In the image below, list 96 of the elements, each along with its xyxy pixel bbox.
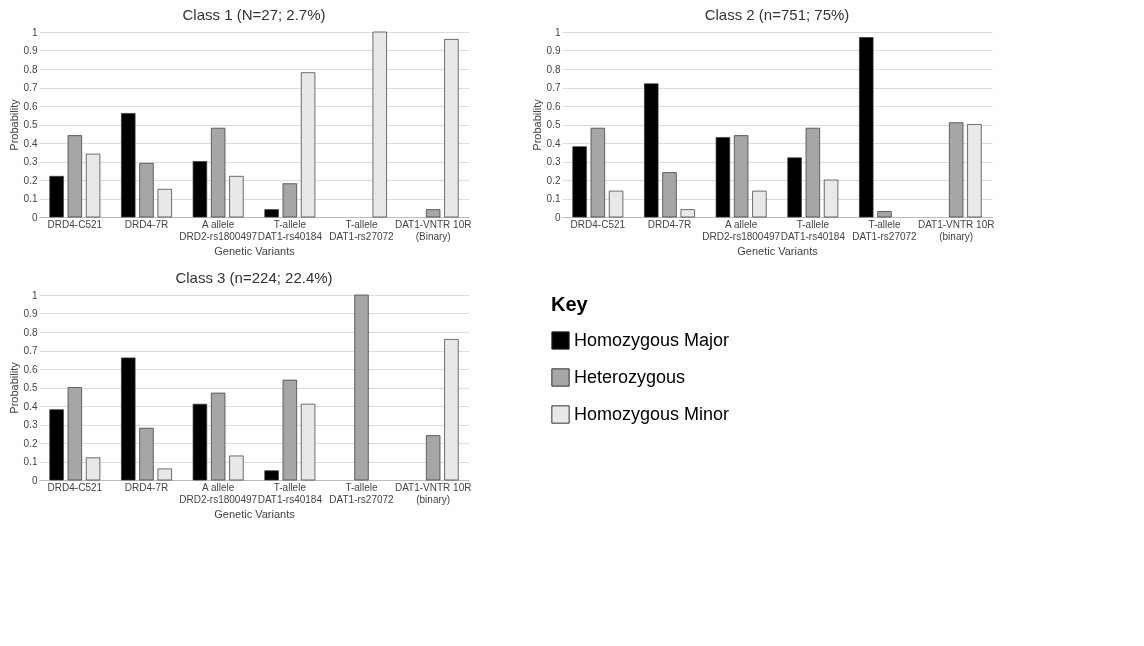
bar — [282, 379, 298, 481]
x-tick-label: T-allele DAT1-rs27072 — [852, 218, 918, 242]
y-tick-label: 0.3 — [23, 156, 38, 167]
bar — [210, 392, 226, 481]
x-tick-label: T-allele DAT1-rs40184 — [780, 218, 846, 242]
x-tick-label: DRD4-C521 — [570, 218, 626, 230]
y-tick-label: 0.1 — [23, 456, 38, 467]
x-tick-label: T-allele DAT1-rs27072 — [329, 481, 395, 505]
y-axis-title: Probability — [7, 98, 20, 151]
y-tick-label: 0.7 — [23, 345, 38, 356]
x-tick-label: DAT1-VNTR 10R (binary) — [917, 218, 995, 242]
y-tick-label: 0.4 — [23, 400, 38, 412]
x-axis-title: Genetic Variants — [214, 507, 296, 520]
bar — [121, 113, 136, 218]
bar — [49, 175, 64, 218]
x-tick-label: DAT1-VNTR 10R (Binary) — [394, 218, 472, 242]
y-tick-label: 0.2 — [23, 174, 38, 186]
bar — [680, 209, 695, 218]
bar — [425, 209, 441, 218]
y-tick-label: 0 — [31, 474, 38, 486]
y-tick-label: 0.6 — [546, 100, 561, 112]
bar — [139, 163, 154, 218]
y-tick-label: 0.2 — [23, 437, 38, 449]
y-tick-label: 0.5 — [546, 119, 561, 130]
y-tick-label: 0.8 — [546, 63, 561, 75]
chart-title: Class 1 (N=27; 2.7%) — [182, 6, 326, 23]
y-axis-title: Probability — [530, 98, 543, 151]
x-tick-label: DRD4-C521 — [47, 218, 103, 230]
bar — [859, 37, 874, 218]
bar — [805, 127, 821, 218]
bar — [264, 470, 279, 481]
x-tick-label: A allele DRD2-rs1800497 — [179, 481, 258, 505]
y-tick-label: 0.4 — [546, 137, 561, 149]
y-tick-label: 0.1 — [546, 193, 561, 204]
bar — [157, 468, 172, 481]
bar — [49, 409, 64, 481]
y-tick-label: 0.9 — [23, 308, 38, 319]
y-tick-label: 0.8 — [23, 63, 38, 75]
y-tick-label: 0.5 — [23, 382, 38, 393]
y-tick-label: 0 — [31, 211, 38, 223]
y-tick-label: 0.1 — [23, 193, 38, 204]
chart-title: Class 3 (n=224; 22.4%) — [175, 269, 333, 286]
y-tick-label: 0.2 — [546, 174, 561, 186]
y-tick-label: 0 — [554, 211, 561, 223]
bar — [192, 161, 208, 218]
x-axis-title: Genetic Variants — [214, 244, 296, 257]
y-tick-label: 0.6 — [23, 363, 38, 375]
bar — [590, 127, 606, 218]
legend-label: Homozygous Major — [574, 329, 730, 350]
y-tick-label: 0.6 — [23, 100, 38, 112]
bar — [644, 83, 659, 218]
bar — [787, 157, 802, 218]
y-tick-label: 0.4 — [23, 137, 38, 149]
bar — [715, 137, 731, 218]
legend-title: Key — [551, 293, 589, 315]
legend-label: Homozygous Minor — [574, 403, 730, 424]
x-tick-label: A allele DRD2-rs1800497 — [702, 218, 781, 242]
x-tick-label: DRD4-7R — [124, 481, 169, 493]
bar — [733, 135, 749, 218]
y-tick-label: 1 — [31, 26, 38, 38]
y-tick-label: 0.3 — [546, 156, 561, 167]
bar — [121, 357, 136, 481]
y-tick-label: 0.7 — [23, 82, 38, 93]
y-tick-label: 0.3 — [23, 419, 38, 430]
bar — [67, 387, 83, 481]
bar — [572, 146, 587, 218]
x-tick-label: DAT1-VNTR 10R (binary) — [394, 481, 472, 505]
x-tick-label: T-allele DAT1-rs40184 — [257, 481, 323, 505]
bar — [192, 403, 208, 481]
x-tick-label: T-allele DAT1-rs40184 — [257, 218, 323, 242]
bar — [662, 172, 677, 218]
y-tick-label: 1 — [554, 26, 561, 38]
x-tick-label: A allele DRD2-rs1800497 — [179, 218, 258, 242]
bar — [264, 209, 279, 218]
x-tick-label: DRD4-C521 — [47, 481, 103, 493]
y-tick-label: 0.8 — [23, 326, 38, 338]
x-axis-title: Genetic Variants — [737, 244, 819, 257]
bar — [354, 294, 369, 481]
y-tick-label: 1 — [31, 289, 38, 301]
x-tick-label: DRD4-7R — [124, 218, 169, 230]
y-tick-label: 0.5 — [23, 119, 38, 130]
bar — [210, 127, 226, 218]
chart-title: Class 2 (n=751; 75%) — [704, 6, 850, 23]
bar — [425, 435, 441, 481]
x-tick-label: DRD4-7R — [647, 218, 692, 230]
y-tick-label: 0.9 — [23, 45, 38, 56]
bar — [877, 211, 892, 218]
bar — [948, 122, 964, 218]
bar — [282, 183, 298, 218]
y-axis-title: Probability — [7, 361, 20, 414]
y-tick-label: 0.7 — [546, 82, 561, 93]
legend-label: Heterozygous — [574, 366, 686, 387]
bar — [139, 427, 154, 481]
bar — [67, 135, 83, 218]
x-tick-label: T-allele DAT1-rs27072 — [329, 218, 395, 242]
y-tick-label: 0.9 — [546, 45, 561, 56]
